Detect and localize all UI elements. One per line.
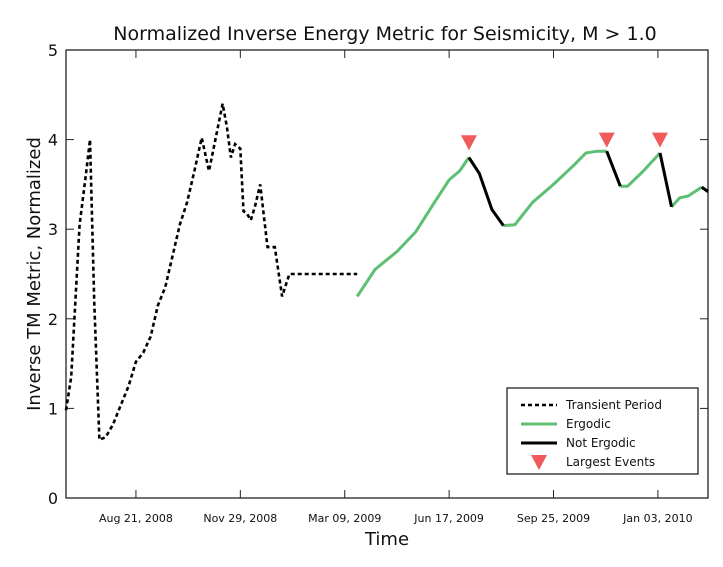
series-ergodic-segment — [670, 185, 703, 208]
series-not-ergodic-segment — [605, 150, 622, 187]
y-tick-label: 2 — [48, 310, 58, 329]
series-ergodic-segment — [503, 149, 607, 228]
y-axis: 0 1 2 3 4 5 — [48, 41, 708, 508]
legend-label-transient-period: Transient Period — [565, 398, 662, 412]
plot-frame — [65, 49, 709, 499]
y-axis-title: Inverse TM Metric, Normalized — [24, 137, 45, 411]
x-axis: Aug 21, 2008 Nov 29, 2008 Mar 09, 2009 Jun … — [99, 50, 693, 525]
chart-title: Normalized Inverse Energy Metric for Sei… — [113, 23, 656, 45]
y-tick-label: 3 — [48, 220, 58, 239]
series-transient-period-line — [64, 103, 358, 442]
x-tick-label: Jun 17, 2009 — [413, 512, 484, 525]
x-tick-label: Jan 03, 2010 — [622, 512, 692, 525]
series-not-ergodic-segment — [658, 152, 673, 208]
series-ergodic-segment — [355, 156, 471, 298]
series-not-ergodic-segment — [467, 156, 505, 227]
y-tick-label: 5 — [48, 41, 58, 60]
y-tick-label: 1 — [48, 399, 58, 418]
x-tick-label: Aug 21, 2008 — [99, 512, 173, 525]
marker-layer — [460, 132, 668, 151]
y-tick-label: 4 — [48, 131, 58, 150]
legend-label-not-ergodic: Not Ergodic — [566, 436, 636, 450]
largest-event-marker — [598, 132, 615, 148]
legend: Transient Period Ergodic Not Ergodic Larges… — [506, 387, 699, 475]
x-tick-label: Mar 09, 2009 — [308, 512, 381, 525]
x-tick-label: Nov 29, 2008 — [203, 512, 277, 525]
legend-swatch-largest-events — [531, 455, 547, 470]
largest-event-marker — [651, 132, 668, 148]
legend-label-ergodic: Ergodic — [566, 417, 611, 431]
series-layer — [64, 103, 709, 442]
legend-label-largest-events: Largest Events — [566, 455, 655, 469]
largest-event-marker — [460, 135, 477, 151]
series-ergodic-segment — [620, 151, 662, 188]
y-tick-label: 0 — [48, 489, 58, 508]
series-not-ergodic-segment — [700, 185, 709, 193]
x-tick-label: Sep 25, 2009 — [517, 512, 590, 525]
x-axis-title: Time — [364, 529, 409, 550]
